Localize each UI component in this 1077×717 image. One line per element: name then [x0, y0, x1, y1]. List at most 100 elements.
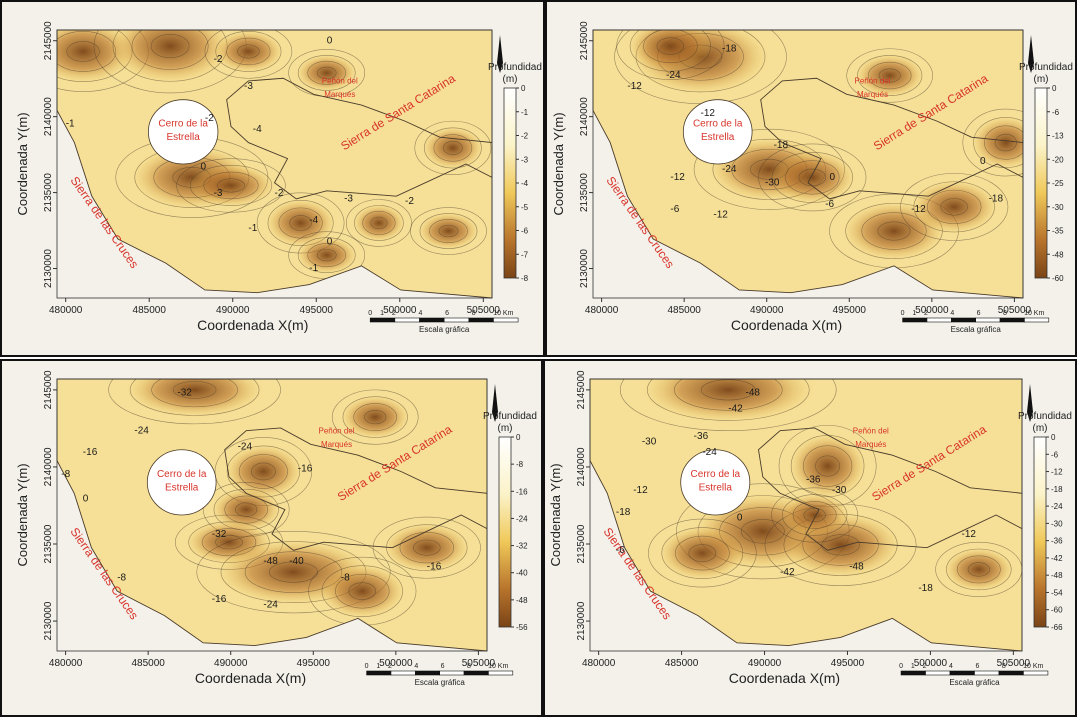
cerro-label: Cerro de la	[158, 118, 208, 129]
y-tick-label: 2130000	[43, 601, 54, 640]
contour-line	[297, 54, 356, 91]
legend-unit: (m)	[1033, 423, 1048, 434]
contour-line	[419, 213, 478, 249]
contour-value-label: 0	[201, 161, 207, 172]
scale-tick-label: 8	[467, 663, 471, 670]
scale-segment	[902, 317, 928, 323]
contour-value-label: -12	[701, 108, 716, 119]
contour-value-label: -18	[989, 194, 1004, 205]
contour-value-label: -3	[244, 81, 253, 92]
contour-value-label: 0	[327, 236, 333, 247]
contour-line	[297, 237, 356, 274]
legend-tick-label: -6	[1052, 108, 1060, 117]
scale-segment	[415, 670, 441, 676]
y-axis-label: Coordenada Y(m)	[551, 112, 566, 215]
contour-line	[438, 224, 459, 238]
contour-line	[424, 127, 482, 169]
contour-line	[973, 117, 1023, 168]
contour-line	[616, 30, 725, 80]
x-axis-label: Coordenada X(m)	[731, 317, 842, 333]
contour-value-label: -2	[214, 54, 223, 65]
contour-value-label: -30	[832, 485, 847, 496]
legend-tick-label: -8	[521, 274, 529, 283]
scale-tick-label: 2	[392, 310, 396, 317]
contour-value-label: -2	[275, 188, 284, 199]
contour-line	[656, 37, 685, 55]
x-tick-label: 500000	[379, 658, 413, 669]
contour-line	[781, 494, 848, 536]
contour-line	[857, 55, 923, 96]
contour-value-label: -18	[722, 43, 737, 54]
scale-tick-label: 0	[365, 663, 369, 670]
cerro-label: Cerro de la	[157, 469, 207, 480]
y-tick-label: 2135000	[43, 173, 54, 212]
scale-label: Escala gráfica	[415, 678, 466, 687]
contour-line	[307, 60, 347, 85]
map-panel-4: Cerro de la Estrella Peñón del Marqués Sierr…	[543, 359, 1077, 717]
y-tick-label: 2140000	[576, 447, 587, 486]
scale-tick-label: 2	[924, 310, 928, 317]
cerro-label: Estrella	[701, 132, 735, 143]
plot-frame	[592, 29, 1024, 299]
contour-value-label: 0	[737, 512, 743, 523]
contour-value-label: -18	[918, 583, 933, 594]
contour-value-label: -24	[263, 599, 278, 610]
legend-title: Profundidad	[1018, 411, 1072, 422]
scale-segment	[488, 670, 514, 676]
x-tick-label: 500000	[914, 658, 948, 669]
depth-blob	[383, 523, 470, 573]
contour-line	[321, 565, 403, 617]
contour-line	[372, 516, 481, 579]
contour-line	[316, 248, 337, 262]
legend-tick-label: -30	[1051, 519, 1063, 528]
legend-tick-label: -13	[1052, 132, 1064, 141]
contour-line	[176, 158, 286, 213]
legend-tick-label: -30	[1052, 203, 1064, 212]
contour-value-label: -18	[616, 507, 631, 518]
contour-line	[226, 37, 271, 66]
contour-line	[946, 548, 1012, 591]
scale-segment	[1023, 670, 1049, 676]
contour-line	[785, 160, 840, 195]
contour-value-label: -8	[117, 572, 126, 583]
y-tick-label: 2135000	[576, 524, 587, 563]
contour-value-label: -8	[341, 572, 350, 583]
contour-line	[172, 381, 217, 399]
legend-tick-label: -56	[516, 623, 528, 632]
scale-segment	[439, 670, 465, 676]
y-axis-label: Coordenada Y(m)	[15, 112, 30, 215]
plot-frame	[56, 378, 488, 652]
contour-line	[288, 49, 366, 97]
contour-line	[386, 524, 468, 571]
x-tick-label: 480000	[582, 658, 616, 669]
contour-line	[815, 455, 841, 477]
x-tick-label: 505000	[467, 305, 501, 316]
legend-tick-label: -2	[521, 132, 529, 141]
contour-line	[413, 539, 441, 556]
contour-line	[433, 134, 473, 162]
contour-line	[867, 61, 912, 90]
x-tick-label: 495000	[297, 658, 331, 669]
contour-line	[740, 519, 785, 544]
y-tick-label: 2145000	[576, 370, 587, 409]
depth-blob	[627, 30, 714, 73]
contour-line	[688, 544, 717, 562]
contour-line	[792, 501, 837, 529]
depth-blob	[352, 204, 405, 242]
legend-tick-label: -48	[1051, 571, 1063, 580]
contour-line	[646, 379, 810, 421]
depth-blob	[340, 395, 410, 439]
contour-line	[215, 31, 282, 72]
depth-blob	[213, 30, 284, 73]
y-tick-label: 2130000	[579, 249, 590, 288]
y-tick-label: 2145000	[43, 370, 54, 409]
x-tick-label: 500000	[383, 305, 417, 316]
contour-line	[861, 212, 927, 250]
x-tick-label: 485000	[665, 658, 699, 669]
contour-value-label: -24	[134, 425, 149, 436]
contour-line	[410, 207, 487, 255]
legend-tick-label: -42	[1051, 554, 1063, 563]
contour-line	[983, 125, 1023, 160]
